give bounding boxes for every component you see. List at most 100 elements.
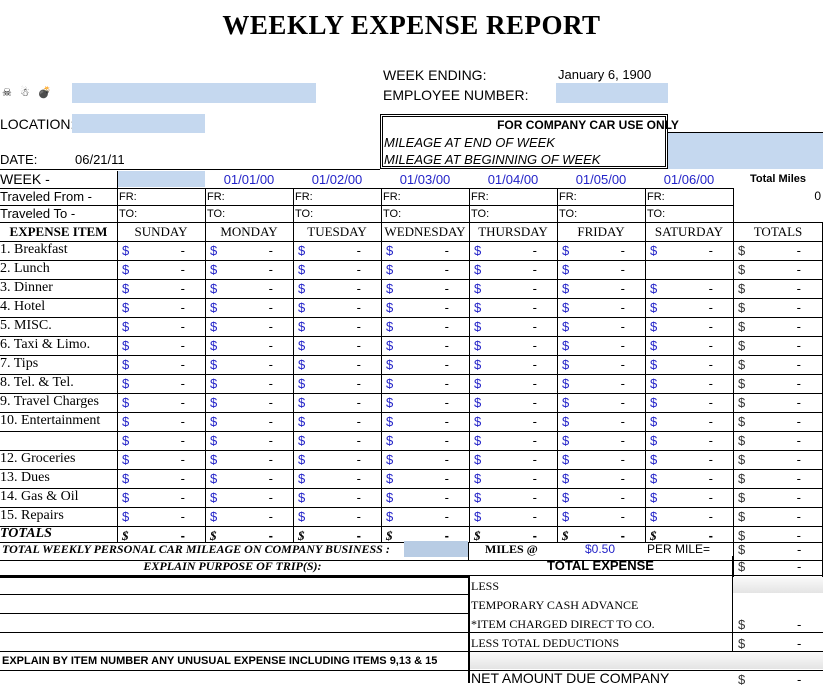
amount-cell[interactable]: $ - (117, 507, 205, 526)
week-ending-value[interactable]: January 6, 1900 (558, 67, 652, 82)
amount-cell[interactable]: $ - (117, 488, 205, 507)
amount-cell[interactable]: $ - (117, 469, 205, 488)
fr-field-4[interactable]: FR: (383, 191, 401, 203)
less-field[interactable] (733, 577, 823, 593)
amount-cell[interactable]: $ - (469, 260, 557, 279)
amount-cell[interactable]: $ - (381, 450, 469, 469)
amount-cell[interactable]: $ - (205, 241, 293, 260)
amount-cell[interactable]: $ - (293, 431, 381, 450)
amount-cell[interactable]: $ - (381, 279, 469, 298)
mileage-field[interactable] (404, 541, 468, 557)
amount-cell[interactable]: $ - (293, 412, 381, 431)
amount-cell[interactable]: $ - (205, 412, 293, 431)
amount-cell[interactable]: $ - (645, 279, 733, 298)
amount-cell[interactable]: $ - (381, 469, 469, 488)
to-field-2[interactable]: TO: (207, 208, 226, 220)
amount-cell[interactable]: $ - (469, 412, 557, 431)
amount-cell[interactable]: $ - (469, 469, 557, 488)
mileage-rate[interactable]: $0.50 (585, 542, 616, 556)
amount-cell[interactable]: $ - (645, 336, 733, 355)
amount-cell[interactable]: $ - (645, 393, 733, 412)
week-date-3[interactable]: 01/03/00 (399, 172, 451, 187)
amount-cell[interactable]: $ - (557, 507, 645, 526)
amount-cell[interactable]: $ - (205, 355, 293, 374)
amount-cell[interactable]: $ - (645, 469, 733, 488)
amount-cell[interactable]: $ - (469, 317, 557, 336)
amount-cell[interactable]: $ - (205, 279, 293, 298)
date-value[interactable]: 06/21/11 (75, 152, 125, 167)
amount-cell[interactable]: $ - (381, 374, 469, 393)
amount-cell[interactable]: $ - (381, 317, 469, 336)
amount-cell[interactable]: $ - (645, 431, 733, 450)
amount-cell[interactable]: $ - (293, 374, 381, 393)
fr-field-1[interactable]: FR: (119, 191, 137, 203)
amount-cell[interactable]: $ - (381, 393, 469, 412)
amount-cell[interactable]: $ - (117, 355, 205, 374)
to-field-3[interactable]: TO: (295, 208, 314, 220)
amount-cell[interactable]: $ - (645, 355, 733, 374)
amount-cell[interactable]: $ - (469, 450, 557, 469)
amount-cell[interactable]: $ - (205, 431, 293, 450)
amount-cell[interactable]: $ - (645, 298, 733, 317)
to-field-6[interactable]: TO: (559, 208, 578, 220)
mileage-begin-field[interactable] (668, 151, 823, 169)
amount-cell[interactable]: $ - (645, 488, 733, 507)
amount-cell[interactable]: $ - (117, 279, 205, 298)
amount-cell[interactable]: $ - (381, 336, 469, 355)
amount-cell[interactable]: $ - (645, 412, 733, 431)
amount-cell[interactable]: $ - (293, 469, 381, 488)
amount-cell[interactable]: $ - (557, 469, 645, 488)
amount-cell[interactable]: $ - (293, 355, 381, 374)
mileage-end-field[interactable] (668, 132, 823, 152)
amount-cell[interactable]: $ - (469, 488, 557, 507)
to-field-4[interactable]: TO: (383, 208, 402, 220)
amount-cell[interactable]: $ - (557, 279, 645, 298)
amount-cell[interactable]: $ - (645, 507, 733, 526)
amount-cell[interactable]: $ - (557, 355, 645, 374)
week-first-field[interactable] (118, 171, 205, 187)
amount-cell[interactable]: $ - (381, 355, 469, 374)
amount-cell[interactable]: $ - (557, 374, 645, 393)
amount-cell[interactable]: $ - (205, 374, 293, 393)
amount-cell[interactable]: $ - (557, 431, 645, 450)
amount-cell[interactable]: $ - (205, 298, 293, 317)
amount-cell[interactable]: $ - (381, 507, 469, 526)
employee-number-field[interactable] (556, 83, 668, 103)
amount-cell[interactable]: $ - (469, 393, 557, 412)
amount-cell[interactable]: $ - (645, 450, 733, 469)
amount-cell[interactable]: $ - (645, 317, 733, 336)
amount-cell[interactable]: $ - (557, 412, 645, 431)
amount-cell[interactable]: $ - (381, 488, 469, 507)
to-field-7[interactable]: TO: (647, 208, 666, 220)
amount-cell[interactable]: $ - (117, 412, 205, 431)
amount-cell[interactable]: $ - (293, 393, 381, 412)
amount-cell[interactable]: $ - (293, 260, 381, 279)
amount-cell[interactable]: $ - (557, 488, 645, 507)
amount-cell[interactable]: $ - (469, 374, 557, 393)
fr-field-6[interactable]: FR: (559, 191, 577, 203)
amount-cell[interactable]: $ - (293, 298, 381, 317)
amount-cell[interactable]: $ - (117, 298, 205, 317)
amount-cell[interactable]: $ - (205, 260, 293, 279)
amount-cell[interactable]: $ - (205, 336, 293, 355)
amount-cell[interactable]: $ - (117, 374, 205, 393)
amount-cell[interactable]: $ - (557, 260, 645, 279)
amount-cell[interactable]: $ - (381, 260, 469, 279)
amount-cell[interactable]: $ - (205, 317, 293, 336)
to-field-5[interactable]: TO: (471, 208, 490, 220)
amount-cell[interactable]: $ - (293, 241, 381, 260)
name-field[interactable] (72, 83, 316, 103)
amount-cell[interactable]: $ - (557, 450, 645, 469)
amount-cell[interactable]: $ - (381, 241, 469, 260)
amount-cell[interactable]: $ - (469, 355, 557, 374)
amount-cell[interactable]: $ - (381, 298, 469, 317)
location-field[interactable] (72, 114, 205, 133)
amount-cell[interactable]: $ - (205, 507, 293, 526)
amount-cell[interactable]: $ - (205, 488, 293, 507)
amount-cell[interactable]: $ - (469, 507, 557, 526)
amount-cell[interactable]: $ - (469, 336, 557, 355)
week-date-4[interactable]: 01/04/00 (487, 172, 539, 187)
amount-cell[interactable]: $ - (117, 450, 205, 469)
week-date-6[interactable]: 01/06/00 (663, 172, 715, 187)
amount-cell[interactable]: $ - (293, 450, 381, 469)
